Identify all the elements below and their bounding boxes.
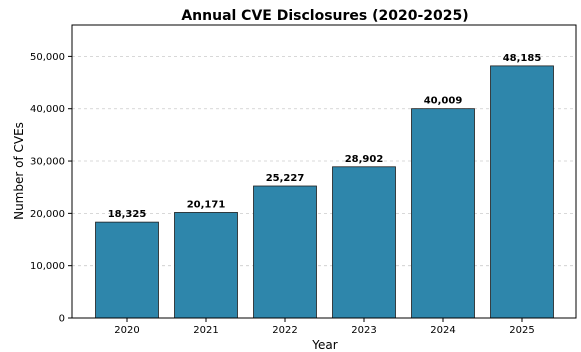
bar-2025 [490, 65, 554, 319]
bars [95, 65, 554, 319]
data-label: 20,171 [187, 199, 226, 210]
y-axis-label: Number of CVEs [12, 122, 26, 220]
data-label: 25,227 [266, 173, 305, 184]
x-axis-ticks: 2020 2021 2022 2023 2024 2025 [114, 318, 535, 336]
y-tick-label: 20,000 [30, 209, 65, 220]
x-tick-label: 2025 [509, 325, 534, 336]
bar-2021 [174, 212, 238, 319]
x-tick-label: 2021 [193, 325, 218, 336]
y-tick-label: 30,000 [30, 157, 65, 168]
data-label: 28,902 [345, 154, 384, 165]
bar-2023 [332, 166, 396, 319]
plot-frame [71, 24, 577, 319]
bar-2024 [411, 108, 475, 319]
x-tick-label: 2024 [430, 325, 455, 336]
bar-2020 [95, 221, 159, 319]
chart-title: Annual CVE Disclosures (2020-2025) [181, 8, 468, 24]
y-axis-ticks: 0 10,000 20,000 30,000 40,000 50,000 [30, 52, 72, 325]
data-label: 18,325 [108, 209, 147, 220]
data-label: 40,009 [424, 96, 463, 107]
y-tick-label: 40,000 [30, 104, 65, 115]
data-label: 48,185 [503, 53, 542, 64]
y-tick-label: 0 [59, 314, 65, 325]
x-axis-label: Year [311, 338, 337, 352]
x-tick-label: 2023 [351, 325, 376, 336]
x-tick-label: 2020 [114, 325, 139, 336]
y-tick-label: 50,000 [30, 52, 65, 63]
bar-2022 [253, 185, 317, 319]
data-labels: 18,325 20,171 25,227 28,902 40,009 48,185 [108, 53, 542, 220]
x-tick-label: 2022 [272, 325, 297, 336]
y-tick-label: 10,000 [30, 261, 65, 272]
